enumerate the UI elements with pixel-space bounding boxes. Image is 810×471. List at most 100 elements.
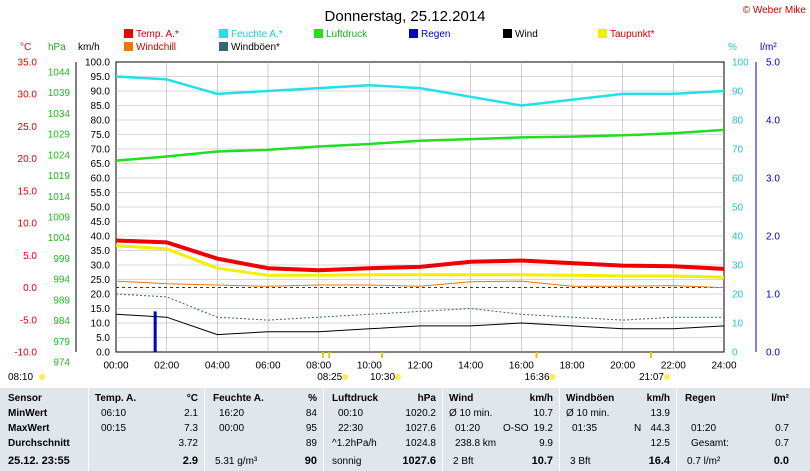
- kmh-tick-label: 15.0: [91, 304, 111, 315]
- sun-icon: [342, 374, 349, 380]
- press-avg: 1024.8: [405, 438, 436, 449]
- x-tick-label: 12:00: [407, 361, 432, 372]
- legend-swatch: [124, 29, 133, 38]
- wind-head: Wind: [449, 393, 474, 404]
- hpa-tick-label: 1019: [48, 171, 71, 182]
- kmh-tick-label: 0.0: [96, 348, 110, 359]
- temp-tick-label: 15.0: [18, 186, 38, 197]
- legend-swatch: [598, 29, 607, 38]
- legend-label: Wind: [515, 29, 538, 40]
- hpa-tick-label: 974: [53, 358, 70, 369]
- series-line-windchill: [115, 280, 725, 289]
- kmh-tick-label: 45.0: [91, 217, 111, 228]
- x-tick-label: 06:00: [255, 361, 280, 372]
- rain-tick-label: 1.0: [766, 290, 780, 301]
- pct-unit: %: [728, 42, 737, 53]
- series-lines: [115, 75, 725, 352]
- temp-tick-label: 10.0: [18, 219, 38, 230]
- press-head: Luftdruck: [332, 393, 379, 404]
- axis-labels: 35.0 30.0 25.0 20.0 15.0 10.0 5.0 0.0 -5.0 -10.0 1…: [14, 58, 780, 372]
- x-tick-label: 00:00: [103, 361, 128, 372]
- rain-total: 0.7: [775, 438, 789, 449]
- series-line-wind: [115, 313, 725, 336]
- gust-max: 44.3: [650, 423, 670, 434]
- pct-tick-label: 100: [732, 58, 749, 69]
- sun-times: 08:10 08:25 10:30 16:36 21:07: [8, 352, 670, 383]
- pct-tick-label: 20: [732, 290, 744, 301]
- hum-abs: 5.31 g/m³: [215, 456, 258, 467]
- legend-swatch: [219, 42, 228, 51]
- rain-head: Regen: [685, 393, 716, 404]
- gust-head: Windböen: [566, 393, 615, 404]
- sun-time-label: 08:25: [317, 372, 342, 383]
- sun-icon: [549, 374, 556, 380]
- series-line-luftdruck: [115, 128, 725, 162]
- hpa-unit: hPa: [48, 42, 66, 53]
- legend-swatch: [409, 29, 418, 38]
- series-line-taupunkt: [115, 244, 725, 279]
- hum-min-time: 16:20: [219, 408, 245, 419]
- x-tick-label: 22:00: [661, 361, 686, 372]
- legend-label: Windchill: [136, 42, 176, 53]
- row-label-column: Sensor MinWert MaxWert Durchschnitt 25.1…: [0, 388, 88, 471]
- row-label-sensor: Sensor: [8, 393, 42, 404]
- wind-max: 19.2: [533, 423, 553, 434]
- hpa-tick-label: 994: [53, 275, 70, 286]
- hpa-tick-label: 1039: [48, 88, 71, 99]
- temp-tick-label: 35.0: [18, 58, 38, 69]
- rain-now: 0.0: [773, 455, 789, 467]
- legend: Temp. A.* Feuchte A.* Luftdruck Regen Wind Ta…: [124, 29, 655, 53]
- kmh-tick-label: 20.0: [91, 290, 111, 301]
- rain-column: Regen l/m² 01:20 0.7 Gesamt: 0.7 0.7 l/m…: [676, 388, 795, 471]
- x-tick-label: 14:00: [458, 361, 483, 372]
- legend-swatch: [124, 42, 133, 51]
- sun-time-label: 08:10: [8, 372, 33, 383]
- pct-tick-label: 40: [732, 232, 744, 243]
- hpa-tick-label: 1014: [48, 192, 71, 203]
- legend-swatch: [503, 29, 512, 38]
- kmh-tick-label: 80.0: [91, 116, 111, 127]
- legend-swatch: [314, 29, 323, 38]
- chart-title: Donnerstag, 25.12.2014: [325, 8, 486, 25]
- pct-tick-label: 60: [732, 174, 744, 185]
- kmh-tick-label: 25.0: [91, 275, 111, 286]
- kmh-unit: km/h: [78, 42, 100, 53]
- sun-time-label: 21:07: [639, 372, 664, 383]
- row-label-max: MaxWert: [8, 423, 50, 434]
- hum-max-time: 00:00: [219, 423, 245, 434]
- hum-min: 84: [305, 408, 317, 419]
- press-weather: sonnig: [332, 456, 362, 467]
- rain-tick-label: 2.0: [766, 232, 780, 243]
- sun-icon: [39, 374, 45, 380]
- sun-time-label: 16:36: [525, 372, 550, 383]
- legend-label: Taupunkt*: [610, 29, 655, 40]
- hpa-tick-label: 1044: [48, 68, 71, 79]
- pct-tick-label: 90: [732, 87, 744, 98]
- kmh-tick-label: 35.0: [91, 246, 111, 257]
- gridlines: [116, 62, 724, 352]
- rain-total-label: Gesamt:: [691, 438, 729, 449]
- wind-unit-head: km/h: [529, 393, 553, 404]
- gust-bft: 3 Bft: [570, 456, 591, 467]
- kmh-tick-label: 65.0: [91, 159, 111, 170]
- kmh-tick-label: 60.0: [91, 174, 111, 185]
- hpa-tick-label: 1034: [48, 109, 71, 120]
- pct-tick-label: 0: [732, 348, 738, 359]
- humidity-column: Feuchte A. % 16:20 84 00:00 95 89 5.31 g…: [204, 388, 323, 471]
- hpa-tick-label: 984: [53, 316, 70, 327]
- temp-tick-label: -10.0: [14, 348, 37, 359]
- wind-avg: 9.9: [539, 438, 553, 449]
- legend-label: Luftdruck: [326, 29, 368, 40]
- temp-min-time: 06:10: [101, 408, 127, 419]
- kmh-tick-label: 85.0: [91, 101, 111, 112]
- hum-head: Feuchte A.: [213, 393, 264, 404]
- rain-day: 0.7 l/m²: [687, 456, 721, 467]
- temp-unit: °C: [20, 42, 31, 53]
- rain-max-time: 01:20: [691, 423, 717, 434]
- wind-now: 10.7: [531, 455, 553, 467]
- kmh-tick-label: 50.0: [91, 203, 111, 214]
- wind-max-time: 01:20: [455, 423, 481, 434]
- row-label-current: 25.12. 23:55: [8, 455, 70, 467]
- kmh-tick-label: 100.0: [85, 58, 110, 69]
- hpa-tick-label: 999: [53, 254, 70, 265]
